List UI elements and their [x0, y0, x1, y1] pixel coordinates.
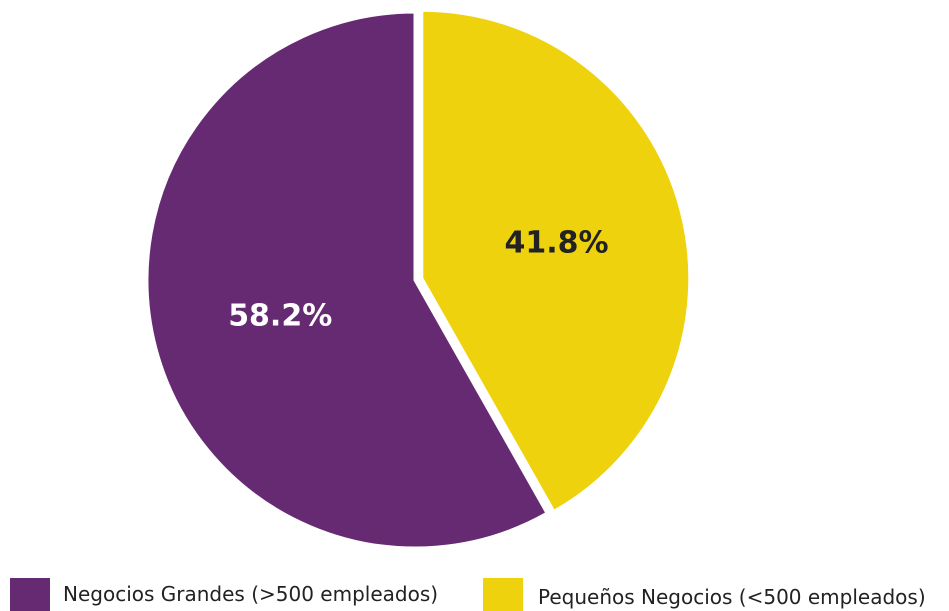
slice-negocios-grandes [145, 10, 550, 550]
legend-swatch-negocios-grandes [10, 578, 50, 611]
slice-label-pequenos-negocios: 41.8% [504, 226, 608, 261]
legend: Negocios Grandes (>500 empleados) Pequeñ… [10, 578, 926, 611]
legend-label-pequenos-negocios: Pequeños Negocios (<500 empleados) [538, 585, 926, 609]
pie-slices [145, 8, 692, 550]
slice-label-negocios-grandes: 58.2% [228, 299, 332, 334]
legend-swatch-pequenos-negocios [483, 578, 523, 611]
slice-pequenos-negocios [420, 8, 692, 514]
legend-label-negocios-grandes: Negocios Grandes (>500 empleados) [63, 582, 438, 606]
